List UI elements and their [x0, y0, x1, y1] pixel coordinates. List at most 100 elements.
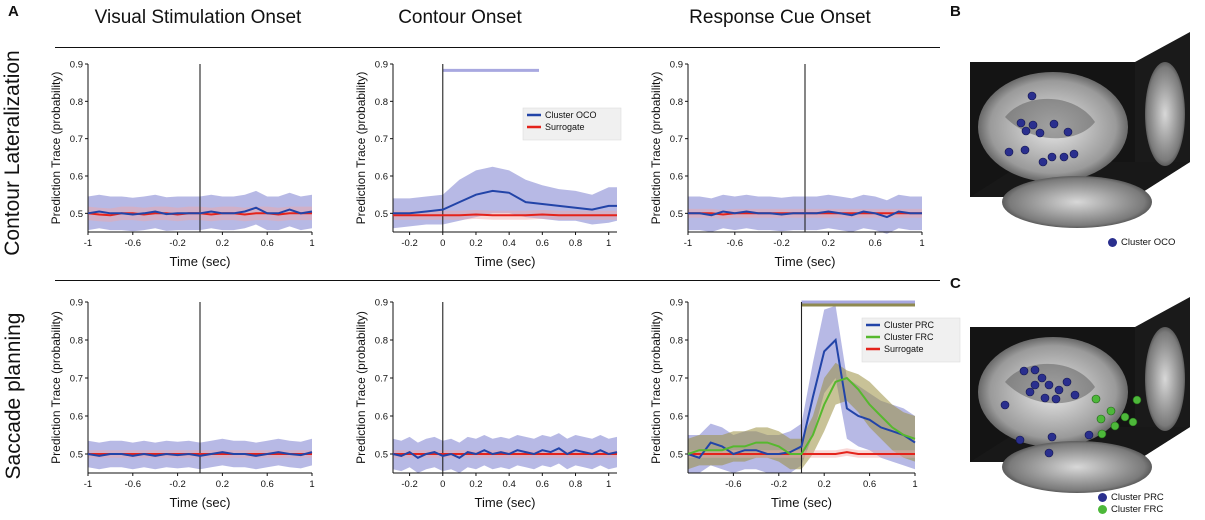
y-tick-label: 0.5	[375, 450, 388, 461]
legend-label: Cluster OCO	[545, 110, 597, 120]
series-line	[393, 189, 617, 215]
y-tick-label: 0.9	[670, 60, 683, 71]
panel-label-b: B	[950, 3, 961, 20]
chart-contour-saccade: 0.5 0.6 0.7 0.8 0.9 -0.2 0 0.2 0.4 0.6 0.8 1 Time (s…	[354, 298, 618, 510]
x-axis-label: Time (sec)	[475, 495, 536, 510]
y-axis-label: Prediction Trace (probability)	[649, 72, 663, 225]
x-tick-label: -1	[684, 238, 692, 249]
x-tick-label: 0.8	[569, 479, 582, 490]
series-line	[393, 213, 617, 217]
brain-legend-item: Cluster FRC	[1098, 504, 1164, 516]
legend-label: Surrogate	[884, 344, 924, 354]
y-tick-label: 0.8	[670, 336, 683, 347]
x-tick-label: -0.2	[401, 238, 417, 249]
y-tick-label: 0.5	[670, 209, 683, 220]
series-line	[87, 206, 313, 216]
y-tick-label: 0.8	[70, 97, 83, 108]
y-tick-label: 0.6	[70, 412, 83, 423]
column-title-visual: Visual Stimulation Onset	[94, 7, 302, 28]
x-tick-label: 1	[912, 479, 917, 490]
series-line	[87, 451, 313, 457]
x-tick-label: -0.2	[401, 479, 417, 490]
x-tick-label: -0.2	[169, 238, 185, 249]
x-tick-label: -0.6	[125, 238, 141, 249]
brain-legend-item: Cluster OCO	[1108, 237, 1175, 249]
brain-legend-item: Cluster PRC	[1098, 492, 1164, 504]
x-axis-label: Time (sec)	[771, 495, 832, 510]
y-tick-label: 0.7	[70, 374, 83, 385]
x-tick-label: 0.2	[822, 238, 835, 249]
y-tick-label: 0.8	[375, 336, 388, 347]
x-tick-label: 0	[440, 238, 445, 249]
chart-response-saccade: 0.5 0.6 0.7 0.8 0.9 -0.6 -0.2 0.2 0.6 1 Time (sec)…	[649, 298, 961, 510]
y-tick-label: 0.6	[670, 412, 683, 423]
y-tick-label: 0.9	[70, 60, 83, 71]
y-tick-label: 0.7	[670, 134, 683, 145]
y-tick-label: 0.6	[70, 172, 83, 183]
x-tick-label: 1	[606, 238, 611, 249]
x-tick-label: -0.2	[773, 238, 789, 249]
x-axis-label: Time (sec)	[170, 495, 231, 510]
legend-box	[522, 107, 622, 141]
y-axis-label: Prediction Trace (probability)	[649, 311, 663, 464]
x-tick-label: 0.6	[261, 479, 274, 490]
y-tick-label: 0.9	[70, 298, 83, 309]
x-tick-label: -1	[84, 238, 92, 249]
x-tick-label: 0.2	[469, 238, 482, 249]
x-axis-label: Time (sec)	[170, 254, 231, 269]
x-tick-label: 1	[309, 238, 314, 249]
y-tick-label: 0.6	[670, 172, 683, 183]
x-tick-label: 0.8	[569, 238, 582, 249]
x-tick-label: 0.6	[536, 479, 549, 490]
y-tick-label: 0.6	[375, 412, 388, 423]
x-tick-label: 0.2	[216, 479, 229, 490]
x-tick-label: 1	[309, 479, 314, 490]
chart-response-contour: 0.5 0.6 0.7 0.8 0.9 -1 -0.6 -0.2 0.2 0.6 1 Time (se…	[649, 60, 925, 270]
brain-legend-c: Cluster PRC Cluster FRC	[1098, 492, 1164, 516]
series-line	[392, 447, 618, 459]
cluster-dot-icon	[1098, 504, 1107, 514]
separator-top	[55, 47, 940, 48]
x-tick-label: 1	[606, 479, 611, 490]
x-axis-label: Time (sec)	[475, 254, 536, 269]
cluster-dot-icon	[1098, 492, 1107, 502]
y-axis-label: Prediction Trace (probability)	[354, 72, 368, 225]
series-line	[688, 210, 922, 219]
y-axis-label: Prediction Trace (probability)	[49, 72, 63, 225]
x-tick-label: 0.4	[503, 479, 516, 490]
y-tick-label: 0.7	[375, 134, 388, 145]
y-tick-label: 0.9	[670, 298, 683, 309]
legend-label: Surrogate	[545, 122, 585, 132]
column-title-contour: Contour Onset	[398, 7, 522, 28]
legend-label: Cluster PRC	[884, 320, 935, 330]
y-tick-label: 0.8	[670, 97, 683, 108]
x-tick-label: -0.2	[169, 479, 185, 490]
x-tick-label: 0.6	[863, 479, 876, 490]
y-tick-label: 0.9	[375, 298, 388, 309]
cluster-dot-icon	[1108, 237, 1117, 247]
confidence-band-0	[688, 305, 915, 473]
y-tick-label: 0.5	[375, 209, 388, 220]
x-tick-label: 0.6	[869, 238, 882, 249]
y-tick-label: 0.5	[670, 450, 683, 461]
x-tick-label: 0.4	[503, 238, 516, 249]
panel-label-a: A	[8, 3, 19, 20]
x-tick-label: -1	[84, 479, 92, 490]
legend-label: Cluster FRC	[884, 332, 934, 342]
y-tick-label: 0.7	[670, 374, 683, 385]
y-tick-label: 0.7	[70, 134, 83, 145]
y-tick-label: 0.5	[70, 209, 83, 220]
y-tick-label: 0.5	[70, 450, 83, 461]
brain-render-b	[970, 32, 1190, 228]
brain-legend-b: Cluster OCO	[1108, 237, 1175, 249]
chart-visual-saccade: 0.5 0.6 0.7 0.8 0.9 -1 -0.6 -0.2 0.2 0.6 1 Time (se…	[49, 298, 315, 511]
x-tick-label: -0.6	[725, 479, 741, 490]
x-tick-label: 0.2	[469, 479, 482, 490]
y-tick-label: 0.7	[375, 374, 388, 385]
y-axis-label: Prediction Trace (probability)	[354, 311, 368, 464]
row-label-saccade: Saccade planning	[2, 312, 25, 480]
confidence-band-0	[393, 166, 617, 229]
x-tick-label: 1	[919, 238, 924, 249]
x-tick-label: 0.2	[818, 479, 831, 490]
